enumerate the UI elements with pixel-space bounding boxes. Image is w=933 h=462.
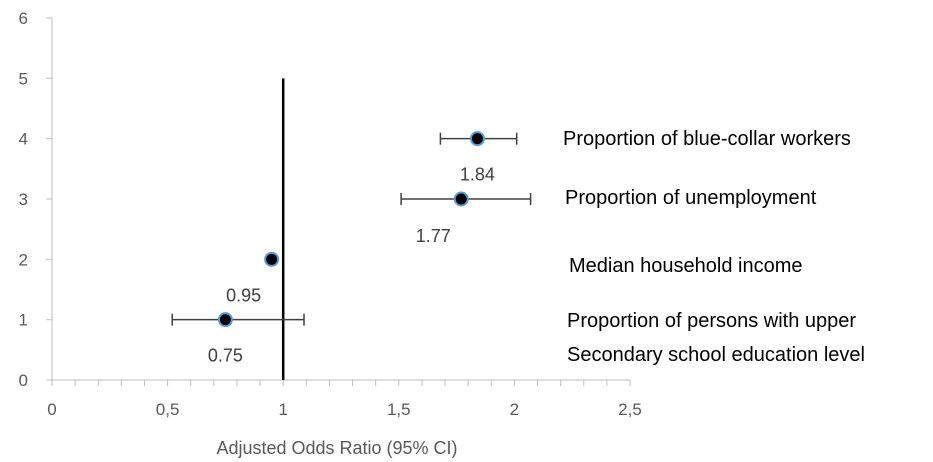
annotation-3: Median household income xyxy=(569,255,803,277)
annotation-2: Proportion of unemployment xyxy=(565,187,817,209)
data-label-1: 1.84 xyxy=(460,165,495,185)
x-tick-label-4: 2 xyxy=(510,400,519,419)
x-tick-label-2: 1 xyxy=(278,400,287,419)
data-label-2: 1.77 xyxy=(416,226,451,246)
data-point-1 xyxy=(469,131,485,147)
data-point-2 xyxy=(453,191,469,207)
data-point-4 xyxy=(217,312,233,328)
annotation-4: Proportion of persons with upper xyxy=(567,310,856,332)
data-point-3 xyxy=(264,251,280,267)
annotations: Proportion of blue-collar workers Proport… xyxy=(563,128,865,366)
data-label-4: 0.75 xyxy=(208,346,243,366)
y-tick-label-2: 2 xyxy=(19,250,28,269)
y-tick-label-5: 5 xyxy=(19,69,28,88)
axes: 0 1 2 3 4 5 6 0 0,5 1 1,5 2 2,5 xyxy=(19,9,642,419)
y-tick-label-1: 1 xyxy=(19,311,28,330)
y-tick-label-0: 0 xyxy=(19,371,28,390)
data-marks xyxy=(171,131,532,328)
x-tick-label-5: 2,5 xyxy=(618,400,642,419)
x-tick-label-0: 0 xyxy=(47,400,56,419)
data-labels: 1.84 1.77 0.95 0.75 xyxy=(208,165,495,366)
annotation-5: Secondary school education level xyxy=(567,344,865,366)
data-label-3: 0.95 xyxy=(226,285,261,305)
x-axis-title: Adjusted Odds Ratio (95% CI) xyxy=(216,438,457,458)
annotation-1: Proportion of blue-collar workers xyxy=(563,128,851,150)
x-tick-label-1: 0,5 xyxy=(156,400,180,419)
y-tick-label-4: 4 xyxy=(19,130,28,149)
y-tick-label-6: 6 xyxy=(19,9,28,28)
y-tick-label-3: 3 xyxy=(19,190,28,209)
x-tick-label-3: 1,5 xyxy=(387,400,411,419)
